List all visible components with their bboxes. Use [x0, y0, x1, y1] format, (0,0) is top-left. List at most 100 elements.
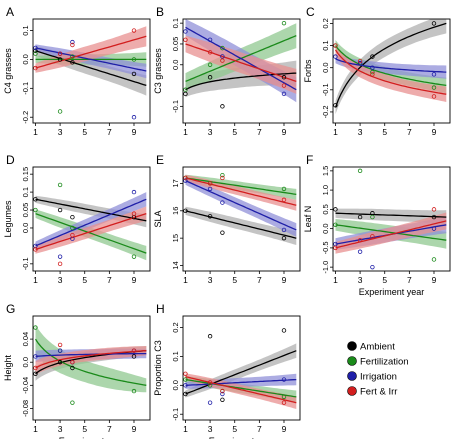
x-tick-label: 9	[432, 275, 437, 285]
data-point	[431, 85, 437, 90]
data-point	[333, 103, 338, 108]
x-tick-label: 7	[257, 127, 262, 137]
y-tick-label: -0.2	[21, 111, 30, 124]
panel-label: B	[156, 5, 164, 19]
data-point	[281, 400, 287, 405]
legend-swatch	[347, 386, 357, 396]
data-point	[370, 65, 375, 70]
trend-line	[185, 376, 297, 404]
x-tick-label: 7	[407, 127, 412, 137]
x-tick-label: 5	[232, 127, 237, 137]
data-point	[357, 237, 363, 243]
x-axis-label: Experiment year	[359, 287, 425, 297]
y-tick-label: -0.04	[21, 377, 30, 394]
panel-F: 1 3 5 7 9 -1.0 -0.5 0.0 0.5 1.0 1.5 F Leaf N Experime…	[303, 153, 451, 297]
data-point	[281, 186, 287, 192]
y-tick-label: -0.1	[21, 82, 30, 95]
y-tick-label: -0.1	[171, 100, 180, 113]
panel-B: 1 3 5 7 9 -0.1 0.0 0.05 0.1 B C3 grasses	[153, 5, 301, 137]
y-tick-label: 0.1	[21, 25, 30, 35]
data-point	[207, 75, 213, 80]
y-tick-label: 0.05	[21, 203, 30, 218]
panel-G: 1 3 5 7 9 -0.08 -0.04 0.0 0.04 G Height Experiment …	[3, 302, 151, 439]
data-point	[183, 208, 188, 213]
legend: Ambient Fertilization Irrigation Fert & Irr	[347, 341, 409, 398]
x-tick-label: 1	[333, 275, 338, 285]
trend-line	[185, 180, 297, 231]
y-tick-label: 0.1	[171, 18, 180, 28]
confidence-band	[35, 206, 147, 254]
legend-swatch	[347, 356, 357, 366]
legend-label: Fertilization	[360, 357, 409, 368]
data-point	[70, 400, 75, 405]
trend-line	[334, 22, 447, 108]
confidence-band	[185, 176, 297, 237]
confidence-band	[35, 324, 147, 393]
data-point	[33, 365, 38, 371]
data-point	[431, 21, 437, 26]
data-point	[220, 173, 225, 178]
x-tick-label: 3	[58, 424, 63, 434]
data-point	[357, 61, 363, 66]
data-point	[281, 197, 287, 203]
data-point	[281, 328, 287, 333]
data-point	[370, 69, 375, 75]
y-tick-label: 0.2	[171, 322, 180, 332]
y-tick-label: 0.0	[21, 357, 30, 367]
data-point	[281, 83, 287, 88]
y-tick-label: 17	[171, 179, 180, 187]
x-tick-label: 3	[208, 275, 213, 285]
trend-line	[185, 177, 297, 206]
x-tick-label: 5	[382, 275, 387, 285]
data-point	[70, 360, 75, 365]
panel-D: 1 3 5 7 9 -0.1 0.0 0.05 0.1 0.15 D Legumes	[3, 153, 151, 285]
y-tick-label: -1.0	[321, 261, 330, 274]
data-point	[70, 365, 75, 371]
plot-area	[183, 328, 297, 409]
data-point	[70, 225, 75, 231]
x-tick-label: 9	[282, 127, 287, 137]
data-point	[207, 50, 213, 55]
x-tick-label: 7	[257, 275, 262, 285]
data-point	[57, 348, 63, 353]
y-tick-label: 1.0	[321, 185, 330, 195]
confidence-band	[335, 44, 447, 102]
data-point	[183, 371, 188, 376]
data-point	[220, 200, 225, 205]
plot-area	[33, 26, 147, 120]
x-tick-label: 3	[58, 275, 63, 285]
data-point	[431, 94, 437, 99]
data-point	[183, 87, 188, 92]
panel-label: F	[306, 153, 313, 167]
x-tick-label: 1	[333, 127, 338, 137]
x-tick-label: 9	[432, 127, 437, 137]
legend-label: Ambient	[360, 342, 395, 353]
data-point	[183, 383, 188, 388]
y-axis-label: Leaf N	[303, 206, 313, 233]
data-point	[431, 72, 437, 77]
x-tick-label: 5	[82, 275, 87, 285]
y-tick-label: -0.1	[21, 257, 30, 270]
data-point	[431, 226, 437, 231]
trend-line	[35, 47, 147, 72]
x-tick-label: 3	[58, 127, 63, 137]
y-tick-label: 0.1	[321, 40, 330, 50]
x-tick-label: 7	[407, 275, 412, 285]
confidence-band	[35, 26, 147, 73]
trend-line	[335, 220, 447, 249]
y-tick-label: 14	[171, 261, 180, 269]
y-tick-label: 0.0	[21, 54, 30, 64]
panel-label: D	[6, 153, 15, 167]
data-point	[281, 20, 287, 26]
confidence-band	[35, 44, 147, 79]
confidence-band	[335, 54, 447, 79]
x-tick-label: 9	[282, 275, 287, 285]
trend-line	[185, 43, 297, 83]
y-axis-label: Proportion C3	[153, 340, 163, 396]
trend-line	[35, 352, 147, 358]
trend-line	[35, 35, 147, 69]
trend-line	[185, 378, 297, 398]
plot-area	[183, 173, 297, 245]
data-point	[57, 51, 63, 56]
data-point	[33, 325, 38, 330]
